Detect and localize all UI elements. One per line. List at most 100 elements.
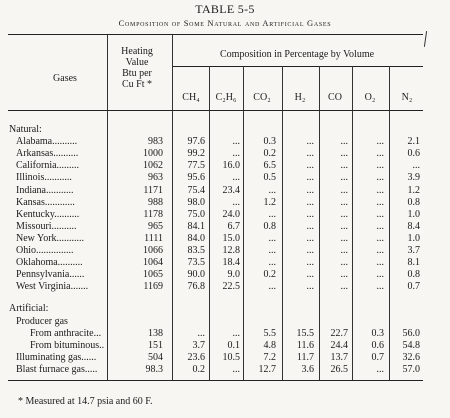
table-cell: ...: [340, 269, 349, 281]
table-cell: 99.2: [187, 148, 206, 160]
table-cell: 1.0: [407, 232, 421, 244]
table-cell: ...: [412, 160, 421, 172]
table-cell: ...: [376, 208, 385, 220]
table-cell: 1065: [143, 269, 163, 281]
table-cell: ...: [306, 257, 315, 269]
header-heating: Heating Value Btu per Cu Ft *: [107, 46, 167, 90]
table-cell: 1.2: [263, 196, 277, 208]
o2-column-divider: [389, 66, 390, 380]
row-label: Blast furnace gas.....: [16, 363, 98, 375]
header-col-0: CH₄: [182, 92, 200, 103]
table-cell: 0.8: [407, 269, 421, 281]
heating-column-divider: [172, 35, 173, 380]
table-cell: 1.2: [407, 184, 421, 196]
table-row: Kansas............ 988 98.0... 1.2.........…: [0, 197, 450, 209]
table-cell: 0.2: [263, 148, 277, 160]
row-label: From bituminous..: [30, 339, 105, 351]
table-cell: 0.6: [407, 148, 421, 160]
table-cell: ...: [232, 196, 241, 208]
table-cell: ...: [376, 363, 385, 375]
header-bottom-rule: [8, 110, 423, 111]
table-cell: ...: [376, 281, 385, 293]
table-cell: ...: [232, 172, 241, 184]
table-cell: ...: [376, 148, 385, 160]
table-cell: 0.3: [263, 136, 277, 148]
table-cell: 9.0: [227, 269, 241, 281]
row-label: New York...........: [16, 232, 85, 244]
table-cell: ...: [306, 245, 315, 256]
table-cell: 0.2: [192, 363, 206, 375]
table-cell: 98.0: [187, 196, 206, 208]
table-row: West Virginia....... 1169 76.8 22.5........…: [0, 281, 450, 293]
table-cell: 0.1: [227, 339, 241, 351]
table-cell: 8.4: [407, 220, 421, 232]
table-cell: 1066: [143, 245, 163, 256]
table-cell: 54.8: [402, 339, 421, 351]
table-cell: 26.5: [330, 363, 349, 375]
table-bottom-rule: [8, 380, 423, 381]
table-cell: ...: [268, 208, 277, 220]
header-composition: Composition in Percentage by Volume: [219, 49, 375, 60]
table-cell: 6.5: [263, 160, 277, 172]
table-row: New York........... 1111 84.0 15.0.........…: [0, 233, 450, 245]
table-cell: ...: [340, 232, 349, 244]
table-cell: ...: [376, 232, 385, 244]
table-cell: ...: [268, 184, 277, 196]
table-cell: 12.8: [222, 245, 241, 256]
table-cell: ...: [232, 327, 241, 339]
table-cell: 1171: [143, 184, 163, 196]
table-cell: 1.0: [407, 208, 421, 220]
header-col-6: N₂: [401, 92, 413, 103]
header-gases: Gases: [53, 73, 77, 84]
table-row: Arkansas.......... 1000 99.2... 0.2........…: [0, 148, 450, 160]
table-cell: 24.4: [330, 339, 349, 351]
table-cell: ...: [306, 232, 315, 244]
table-cell: ...: [306, 269, 315, 281]
table-cell: ...: [306, 148, 315, 160]
table-cell: ...: [306, 281, 315, 293]
table-cell: 963: [148, 172, 163, 184]
table-cell: ...: [232, 136, 241, 148]
table-cell: ...: [376, 269, 385, 281]
table-cell: 1169: [143, 281, 163, 293]
row-label: From anthracite...: [30, 327, 102, 339]
table-cell: 3.7: [407, 245, 421, 256]
table-cell: 56.0: [402, 327, 421, 339]
header-col-1: C₂H₆: [215, 92, 237, 103]
section-heading: Artificial:: [9, 303, 49, 315]
gas-column-divider: [107, 35, 108, 380]
table-cell: 15.0: [222, 232, 241, 244]
table-cell: 18.4: [222, 257, 241, 269]
table-cell: ...: [340, 196, 349, 208]
table-row: Illinois........... 963 95.6... 0.5........…: [0, 172, 450, 184]
c2h6-column-divider: [243, 66, 244, 380]
table-cell: ...: [268, 257, 277, 269]
table-cell: ...: [268, 232, 277, 244]
table-cell: 22.7: [330, 327, 349, 339]
row-label: Arkansas..........: [16, 148, 79, 160]
header-col-5: O₂: [364, 92, 376, 103]
table-cell: 1178: [143, 208, 163, 220]
row-label: Indiana...........: [16, 184, 74, 196]
table-cell: 13.7: [330, 351, 349, 363]
table-cell: ...: [340, 172, 349, 184]
table-cell: 22.5: [222, 281, 241, 293]
table-cell: 7.2: [263, 351, 277, 363]
table-cell: ...: [268, 245, 277, 256]
table-cell: 95.6: [187, 172, 206, 184]
table-row: From anthracite... 138...... 5.5 15.5 22.7 0.…: [0, 328, 450, 340]
table-row: Blast furnace gas..... 98.3 0.2... 12.7 3.6 2…: [0, 364, 450, 376]
row-label: Producer gas: [16, 315, 68, 327]
table-cell: 1064: [143, 257, 163, 269]
table-cell: ...: [306, 196, 315, 208]
table-cell: ...: [306, 208, 315, 220]
table-cell: 10.5: [222, 351, 241, 363]
table-cell: ...: [197, 327, 206, 339]
h2-column-divider: [319, 66, 320, 380]
table-subtitle: Composition of Some Natural and Artifici…: [118, 18, 332, 28]
table-cell: 12.7: [258, 363, 277, 375]
table-cell: ...: [340, 281, 349, 293]
table-cell: ...: [340, 148, 349, 160]
row-label: West Virginia.......: [16, 281, 89, 293]
table-row: Pennsylvania...... 1065 90.0 9.0 0.2........…: [0, 269, 450, 281]
